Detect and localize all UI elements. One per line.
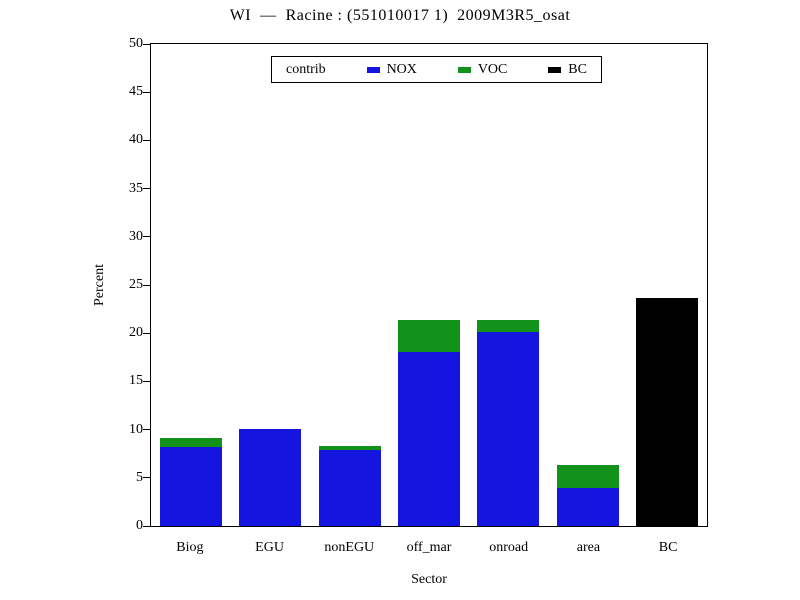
y-tick-mark bbox=[143, 332, 150, 334]
legend-title: contrib bbox=[286, 61, 326, 77]
x-category-label-area: area bbox=[576, 540, 601, 555]
y-tick-label: 15 bbox=[129, 373, 143, 389]
bar-segment-bc-bc bbox=[636, 297, 699, 526]
bc-swatch-icon bbox=[548, 66, 562, 73]
y-tick-mark bbox=[143, 236, 150, 238]
y-tick-mark bbox=[143, 429, 150, 431]
y-tick-mark bbox=[143, 43, 150, 45]
y-tick-label: 10 bbox=[129, 421, 143, 437]
y-tick-mark bbox=[143, 188, 150, 190]
y-tick-label: 50 bbox=[129, 36, 143, 51]
y-tick-label: 40 bbox=[129, 132, 143, 148]
x-axis-categories: Biog EGU nonEGU off_mar onroad area BC bbox=[150, 540, 708, 558]
bar-segment-nox-nonegu bbox=[318, 449, 381, 526]
legend-item-bc: BC bbox=[548, 62, 587, 78]
bar-segment-voc-onroad bbox=[477, 319, 540, 333]
chart-title: WI — Racine : (551010017 1) 2009M3R5_osa… bbox=[229, 7, 571, 24]
x-category-label-onroad: onroad bbox=[489, 540, 529, 555]
y-tick-label: 25 bbox=[129, 277, 143, 292]
bar-segment-voc-area bbox=[556, 465, 619, 489]
bar-segment-nox-biog bbox=[159, 446, 222, 526]
y-tick-mark bbox=[143, 477, 150, 479]
bar-segment-voc-nonegu bbox=[318, 446, 381, 450]
bar-segment-nox-egu bbox=[239, 428, 302, 526]
bar-segment-voc-biog bbox=[159, 438, 222, 447]
legend: contrib NOX VOC BC bbox=[271, 56, 602, 83]
y-tick-label: 30 bbox=[129, 228, 143, 244]
y-tick-mark bbox=[143, 380, 150, 382]
legend-label-bc: BC bbox=[568, 61, 587, 77]
y-tick-mark bbox=[143, 525, 150, 527]
y-tick-label: 35 bbox=[129, 180, 143, 196]
x-category-label-nonegu: nonEGU bbox=[324, 540, 375, 555]
y-tick-mark bbox=[143, 139, 150, 141]
voc-swatch-icon bbox=[457, 66, 471, 73]
bar-segment-voc-off_mar bbox=[398, 319, 460, 352]
legend-item-nox: NOX bbox=[366, 61, 417, 78]
bar-segment-nox-onroad bbox=[477, 332, 540, 526]
bar-segment-nox-area bbox=[556, 488, 619, 526]
legend-item-voc: VOC bbox=[457, 61, 508, 78]
nox-swatch-icon bbox=[366, 66, 380, 73]
y-tick-label: 5 bbox=[136, 469, 143, 485]
legend-label-voc: VOC bbox=[477, 61, 508, 77]
plot-area: contrib NOX VOC BC 0 5 10 15 20 25 30 35 40 45 50 bbox=[129, 36, 708, 533]
y-tick-label: 0 bbox=[136, 518, 143, 533]
y-tick-label: 45 bbox=[129, 84, 143, 100]
y-tick-label: 20 bbox=[129, 325, 143, 341]
bar-segment-nox-off_mar bbox=[398, 351, 460, 526]
legend-label-nox: NOX bbox=[386, 61, 417, 77]
y-tick-mark bbox=[143, 91, 150, 93]
y-tick-mark bbox=[143, 284, 150, 286]
x-category-label-egu: EGU bbox=[255, 540, 284, 555]
x-category-label-bc: BC bbox=[658, 540, 678, 555]
x-category-label-biog: Biog bbox=[176, 540, 204, 555]
x-category-label-off_mar: off_mar bbox=[406, 540, 452, 555]
x-axis-label: Sector bbox=[411, 572, 447, 587]
